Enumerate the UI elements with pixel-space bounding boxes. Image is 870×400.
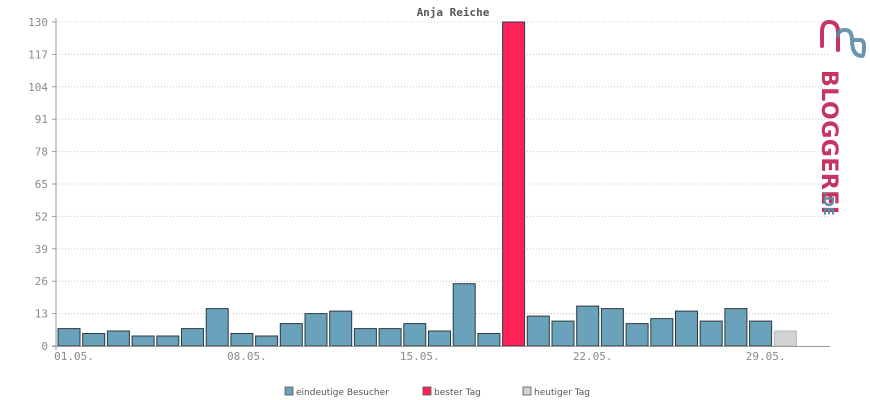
bar [230, 333, 254, 347]
bar [675, 310, 698, 347]
legend-swatch [522, 386, 532, 396]
bar [551, 320, 575, 347]
legend-swatch [284, 386, 294, 396]
bar [82, 333, 106, 347]
bar [279, 323, 303, 347]
bar [650, 318, 674, 347]
y-tick-label: 91 [35, 113, 48, 126]
logo-text: BLOGGEREI [816, 70, 841, 215]
bar [329, 310, 353, 347]
x-tick-label: 08.05. [227, 350, 267, 363]
y-tick-label: 65 [35, 178, 48, 191]
axes [52, 18, 830, 350]
y-tick-label: 78 [35, 146, 48, 159]
logo-suffix: .DE [820, 191, 835, 216]
bar [57, 328, 81, 347]
bar [403, 323, 427, 347]
x-tick-label: 22.05. [573, 350, 613, 363]
y-tick-label: 13 [35, 308, 48, 321]
bar [600, 308, 624, 347]
bar-today [773, 330, 797, 347]
bar [625, 323, 649, 347]
bar [699, 320, 723, 347]
legend-label: bester Tag [434, 388, 481, 398]
bar [576, 305, 600, 347]
y-tick-label: 39 [35, 243, 48, 256]
x-tick-label: 15.05. [400, 350, 440, 363]
y-tick-label: 117 [28, 48, 48, 61]
bar [304, 313, 328, 347]
x-tick-label: 29.05. [746, 350, 786, 363]
legend: eindeutige Besucher bester Tag heutiger Ta… [284, 386, 590, 398]
bars [57, 21, 797, 347]
bar [205, 308, 229, 347]
x-axis-ticks: 01.05. 08.05. 15.05. 22.05. 29.05. [54, 350, 785, 363]
chart-title: Anja Reiche [417, 6, 490, 19]
legend-label: heutiger Tag [534, 388, 590, 398]
logo-icon-secondary [836, 27, 867, 59]
bar [181, 328, 204, 347]
bar [106, 330, 130, 347]
bar [526, 315, 550, 347]
y-tick-label: 26 [35, 275, 48, 288]
bar [255, 335, 279, 347]
y-tick-label: 52 [35, 210, 48, 223]
y-tick-label: 130 [28, 16, 48, 29]
grid-lines [56, 21, 830, 315]
bar [156, 335, 180, 347]
bar [477, 333, 501, 347]
y-tick-label: 104 [28, 81, 48, 94]
bar [724, 308, 748, 347]
bloggerei-logo: BLOGGEREI .DE [816, 19, 867, 216]
x-tick-label: 01.05. [54, 350, 94, 363]
bar-best-day [502, 21, 526, 347]
legend-label: eindeutige Besucher [296, 388, 389, 398]
logo-icon [820, 19, 840, 52]
y-tick-label: 0 [41, 340, 48, 353]
bar [428, 330, 451, 347]
bar [131, 335, 155, 347]
bar [353, 328, 377, 347]
bar [452, 283, 476, 347]
legend-swatch [422, 386, 432, 396]
y-axis-ticks: 0 13 26 39 52 65 78 91 104 117 130 [28, 16, 56, 353]
bar [378, 328, 402, 347]
bar [749, 320, 773, 347]
